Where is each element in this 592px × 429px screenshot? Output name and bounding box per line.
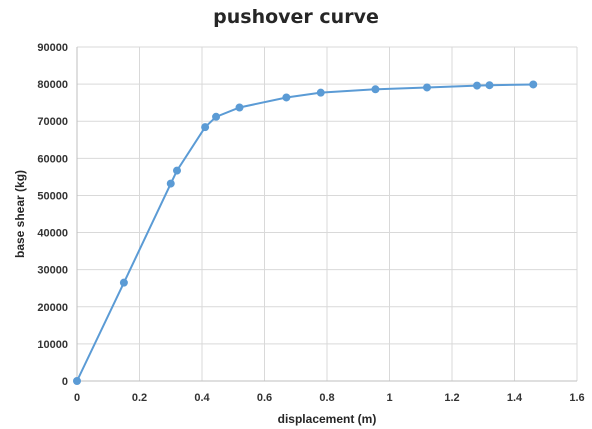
- chart-title: pushover curve: [213, 6, 379, 28]
- y-tick-label: 50000: [37, 190, 68, 202]
- x-tick-label: 1.2: [444, 392, 459, 404]
- y-tick-label: 60000: [37, 153, 68, 165]
- x-tick-label: 1: [386, 392, 392, 404]
- data-point: [119, 278, 128, 287]
- data-point: [173, 166, 181, 175]
- y-axis-label: base shear (kg): [13, 170, 27, 258]
- data-point: [423, 83, 431, 92]
- tick-labels: 0 10000 20000 30000 40000 50000 60000 70000 8000…: [37, 42, 584, 404]
- x-tick-label: 0.6: [257, 392, 272, 404]
- data-point: [282, 93, 291, 102]
- y-tick-label: 80000: [37, 79, 68, 91]
- y-tick-label: 20000: [37, 302, 68, 314]
- y-tick-label: 30000: [37, 265, 68, 277]
- y-tick-label: 40000: [37, 228, 68, 240]
- x-tick-label: 0: [74, 392, 80, 404]
- data-point: [212, 112, 221, 121]
- x-tick-label: 1.6: [569, 392, 584, 404]
- data-point: [485, 81, 494, 90]
- y-tick-label: 70000: [37, 116, 68, 128]
- x-tick-label: 0.8: [319, 392, 334, 404]
- grid-lines: [77, 46, 578, 381]
- data-point: [235, 103, 244, 112]
- data-point: [201, 123, 210, 132]
- y-tick-label: 0: [62, 376, 68, 388]
- series-group: [73, 80, 538, 385]
- x-tick-label: 0.4: [194, 392, 210, 404]
- axes: [76, 47, 577, 382]
- data-point: [371, 85, 380, 94]
- y-tick-label: 10000: [37, 339, 68, 351]
- data-point: [166, 179, 175, 188]
- x-tick-label: 0.2: [132, 392, 147, 404]
- x-tick-label: 1.4: [507, 392, 523, 404]
- data-point: [316, 88, 325, 97]
- data-point: [473, 81, 481, 90]
- y-tick-label: 90000: [37, 42, 68, 54]
- data-point: [529, 80, 538, 89]
- x-axis-label: displacement (m): [278, 412, 377, 426]
- data-point: [73, 377, 81, 385]
